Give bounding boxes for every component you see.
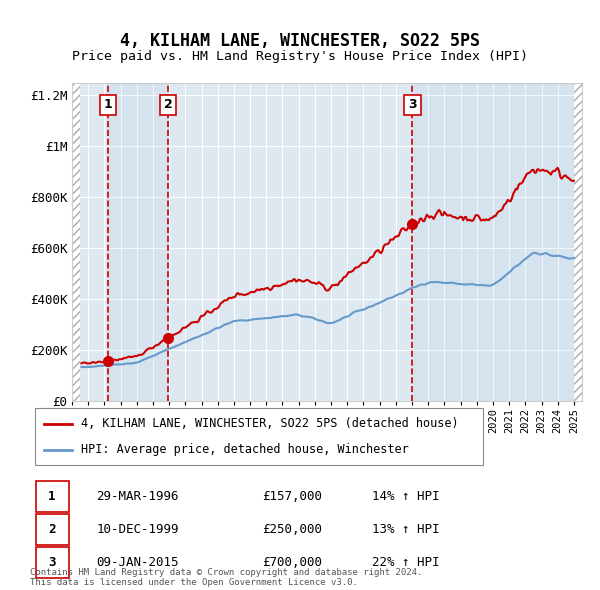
Text: Contains HM Land Registry data © Crown copyright and database right 2024.
This d: Contains HM Land Registry data © Crown c… (30, 568, 422, 587)
FancyBboxPatch shape (35, 514, 68, 545)
Text: 13% ↑ HPI: 13% ↑ HPI (372, 523, 440, 536)
Text: 3: 3 (408, 99, 417, 112)
Bar (72, 83, 80, 401)
Text: £157,000: £157,000 (262, 490, 322, 503)
Text: 10-DEC-1999: 10-DEC-1999 (96, 523, 179, 536)
Text: £250,000: £250,000 (262, 523, 322, 536)
Text: 4, KILHAM LANE, WINCHESTER, SO22 5PS (detached house): 4, KILHAM LANE, WINCHESTER, SO22 5PS (de… (81, 417, 458, 430)
Text: 2: 2 (164, 99, 173, 112)
Bar (108, 83, 168, 401)
Text: HPI: Average price, detached house, Winchester: HPI: Average price, detached house, Winc… (81, 443, 409, 456)
Text: 29-MAR-1996: 29-MAR-1996 (96, 490, 179, 503)
Text: 4, KILHAM LANE, WINCHESTER, SO22 5PS: 4, KILHAM LANE, WINCHESTER, SO22 5PS (120, 32, 480, 51)
Text: £700,000: £700,000 (262, 556, 322, 569)
Text: 1: 1 (104, 99, 113, 112)
Text: 22% ↑ HPI: 22% ↑ HPI (372, 556, 440, 569)
Text: 14% ↑ HPI: 14% ↑ HPI (372, 490, 440, 503)
Text: 1: 1 (49, 490, 56, 503)
FancyBboxPatch shape (35, 408, 483, 465)
FancyBboxPatch shape (35, 547, 68, 578)
Text: 09-JAN-2015: 09-JAN-2015 (96, 556, 179, 569)
Text: 3: 3 (49, 556, 56, 569)
Bar (574, 83, 582, 401)
Text: Price paid vs. HM Land Registry's House Price Index (HPI): Price paid vs. HM Land Registry's House … (72, 50, 528, 63)
FancyBboxPatch shape (35, 481, 68, 512)
Bar (412, 83, 574, 401)
Text: 2: 2 (49, 523, 56, 536)
